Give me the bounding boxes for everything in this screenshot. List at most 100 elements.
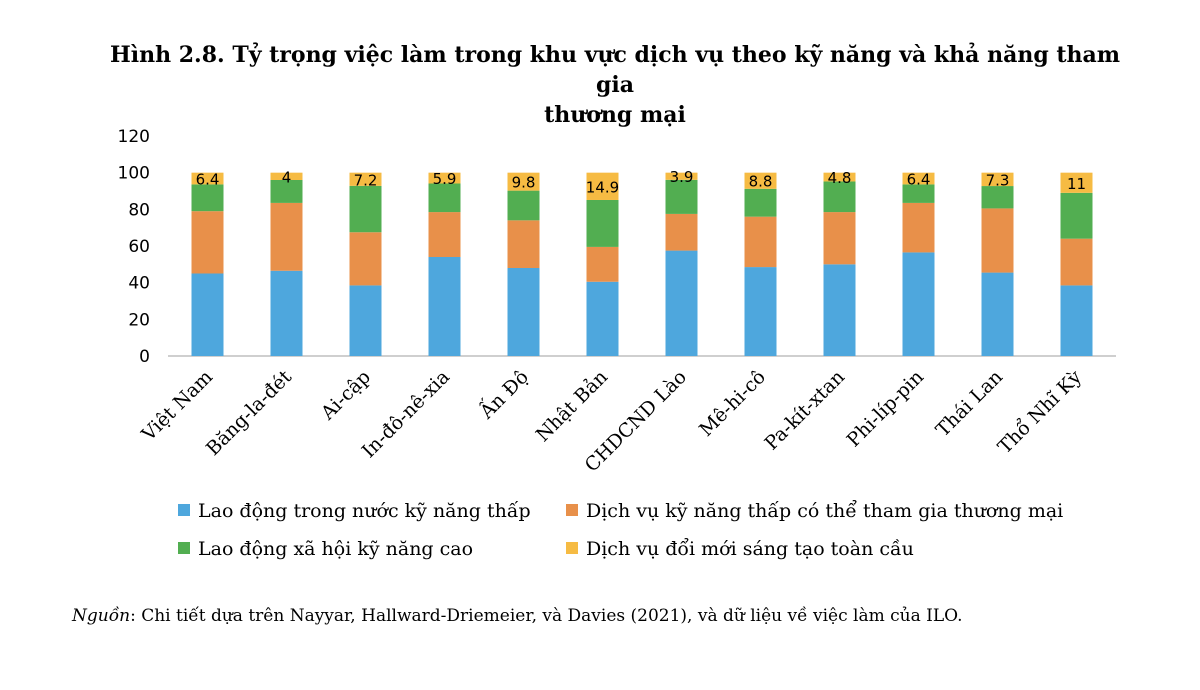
bar-segment-series-2 bbox=[191, 211, 224, 274]
y-axis: 0 20 40 60 80 100 120 bbox=[118, 127, 150, 367]
bar-segment-series-4 bbox=[902, 172, 935, 185]
bar-segment-series-2 bbox=[428, 212, 461, 257]
bar-segment-series-4 bbox=[981, 172, 1014, 187]
data-label: 7.3 bbox=[986, 171, 1010, 189]
category-label: Ai-cập bbox=[316, 366, 375, 425]
chart-title-line-1: Hình 2.8. Tỷ trọng việc làm trong khu vự… bbox=[109, 42, 1121, 98]
bar-segment-series-3 bbox=[507, 190, 540, 221]
bar-segment-series-1 bbox=[665, 250, 698, 356]
bar-segment-series-4 bbox=[428, 172, 461, 184]
category-label: Mê-hi-cô bbox=[695, 366, 770, 441]
data-label: 6.4 bbox=[907, 171, 931, 189]
bar-segment-series-3 bbox=[191, 184, 224, 212]
legend-swatch-3 bbox=[178, 542, 190, 554]
chart-title-line-2: thương mại bbox=[544, 102, 686, 128]
legend-item-2: Dịch vụ kỹ năng thấp có thể tham gia thư… bbox=[566, 500, 1063, 522]
bar-segment-series-1 bbox=[270, 270, 303, 356]
data-label: 9.8 bbox=[512, 174, 536, 192]
bar-segment-series-2 bbox=[586, 246, 619, 282]
legend-swatch-1 bbox=[178, 504, 190, 516]
bar-segment-series-3 bbox=[586, 199, 619, 247]
bar-segment-series-4 bbox=[586, 172, 619, 200]
source-text: : Chi tiết dựa trên Nayyar, Hallward-Dri… bbox=[130, 606, 963, 626]
bar-segment-series-3 bbox=[665, 179, 698, 214]
data-label: 14.9 bbox=[586, 178, 619, 196]
y-tick-label: 60 bbox=[128, 237, 150, 257]
bar-segment-series-2 bbox=[1060, 238, 1093, 286]
bar-segment-series-2 bbox=[507, 220, 540, 268]
bar-segment-series-1 bbox=[823, 264, 856, 356]
bar-segment-series-1 bbox=[981, 272, 1014, 356]
chart-title: Hình 2.8. Tỷ trọng việc làm trong khu vự… bbox=[100, 40, 1130, 130]
bar-segment-series-4 bbox=[1060, 172, 1093, 193]
data-label: 5.9 bbox=[433, 170, 457, 188]
legend-label-1: Lao động trong nước kỹ năng thấp bbox=[198, 500, 531, 522]
bar-segment-series-4 bbox=[823, 172, 856, 182]
y-tick-label: 40 bbox=[128, 274, 150, 294]
y-tick-label: 100 bbox=[118, 164, 150, 184]
data-label: 8.8 bbox=[749, 173, 773, 191]
category-label: Nhật Bản bbox=[532, 366, 612, 446]
data-label: 7.2 bbox=[354, 171, 378, 189]
source-prefix: Nguồn bbox=[72, 606, 131, 626]
bar-segment-series-3 bbox=[270, 180, 303, 203]
category-label: Việt Nam bbox=[137, 366, 217, 446]
bar-segment-series-4 bbox=[744, 172, 777, 189]
bar-segment-series-2 bbox=[744, 216, 777, 268]
data-label: 6.4 bbox=[196, 171, 220, 189]
category-label: Thổ Nhĩ Kỳ bbox=[994, 366, 1086, 458]
legend-item-1: Lao động trong nước kỹ năng thấp bbox=[178, 500, 531, 522]
bar-segment-series-2 bbox=[823, 212, 856, 265]
y-tick-label: 80 bbox=[128, 200, 150, 220]
legend-label-3: Lao động xã hội kỹ năng cao bbox=[198, 538, 474, 560]
bar-segment-series-1 bbox=[349, 285, 382, 356]
bar-segment-series-4 bbox=[270, 172, 303, 180]
bar-segment-series-1 bbox=[902, 252, 935, 356]
bar-segment-series-1 bbox=[744, 267, 777, 356]
bar-segment-series-3 bbox=[1060, 192, 1093, 239]
bar-segment-series-4 bbox=[191, 172, 224, 185]
bar-segment-series-3 bbox=[349, 185, 382, 233]
bar-segment-series-1 bbox=[586, 281, 619, 356]
data-label: 4 bbox=[282, 168, 292, 186]
source-note: Nguồn: Chi tiết dựa trên Nayyar, Hallwar… bbox=[72, 606, 962, 626]
bar-segment-series-3 bbox=[428, 183, 461, 213]
legend-item-4: Dịch vụ đổi mới sáng tạo toàn cầu bbox=[566, 538, 914, 560]
bar-segment-series-1 bbox=[191, 273, 224, 356]
legend-label-4: Dịch vụ đổi mới sáng tạo toàn cầu bbox=[586, 538, 914, 560]
bar-segment-series-1 bbox=[507, 268, 540, 356]
y-tick-label: 120 bbox=[118, 127, 150, 147]
legend-swatch-4 bbox=[566, 542, 578, 554]
y-tick-label: 0 bbox=[139, 347, 150, 367]
legend-swatch-2 bbox=[566, 504, 578, 516]
data-labels: 6.4 4 7.2 5.9 9.8 14.9 3.9 8.8 4.8 6.4 7.3 11 bbox=[196, 168, 1086, 196]
data-label: 4.8 bbox=[828, 169, 852, 187]
data-label: 3.9 bbox=[670, 168, 694, 186]
data-label: 11 bbox=[1067, 175, 1086, 193]
bar-segment-series-3 bbox=[744, 188, 777, 217]
category-label: Pa-kít-xtan bbox=[760, 366, 849, 455]
legend-label-2: Dịch vụ kỹ năng thấp có thể tham gia thư… bbox=[586, 500, 1064, 522]
bar-segment-series-4 bbox=[665, 172, 698, 180]
bar-segment-series-2 bbox=[349, 232, 382, 286]
bars bbox=[191, 172, 1093, 356]
bar-segment-series-2 bbox=[270, 202, 303, 271]
bar-segment-series-4 bbox=[507, 172, 540, 191]
legend-item-3: Lao động xã hội kỹ năng cao bbox=[178, 538, 473, 560]
bar-segment-series-2 bbox=[981, 208, 1014, 273]
category-label: Băng-la-đét bbox=[202, 366, 296, 460]
bar-segment-series-3 bbox=[823, 181, 856, 213]
bar-segment-series-1 bbox=[428, 257, 461, 356]
bar-segment-series-3 bbox=[902, 184, 935, 203]
category-label: Thái Lan bbox=[932, 366, 1007, 441]
y-tick-label: 20 bbox=[128, 310, 150, 330]
bar-segment-series-4 bbox=[349, 172, 382, 186]
bar-segment-series-2 bbox=[665, 213, 698, 251]
category-label: Phi-líp-pin bbox=[843, 366, 928, 451]
bar-segment-series-3 bbox=[981, 186, 1014, 209]
bar-segment-series-1 bbox=[1060, 285, 1093, 356]
category-label: Ấn Độ bbox=[473, 364, 533, 424]
bar-segment-series-2 bbox=[902, 202, 935, 253]
